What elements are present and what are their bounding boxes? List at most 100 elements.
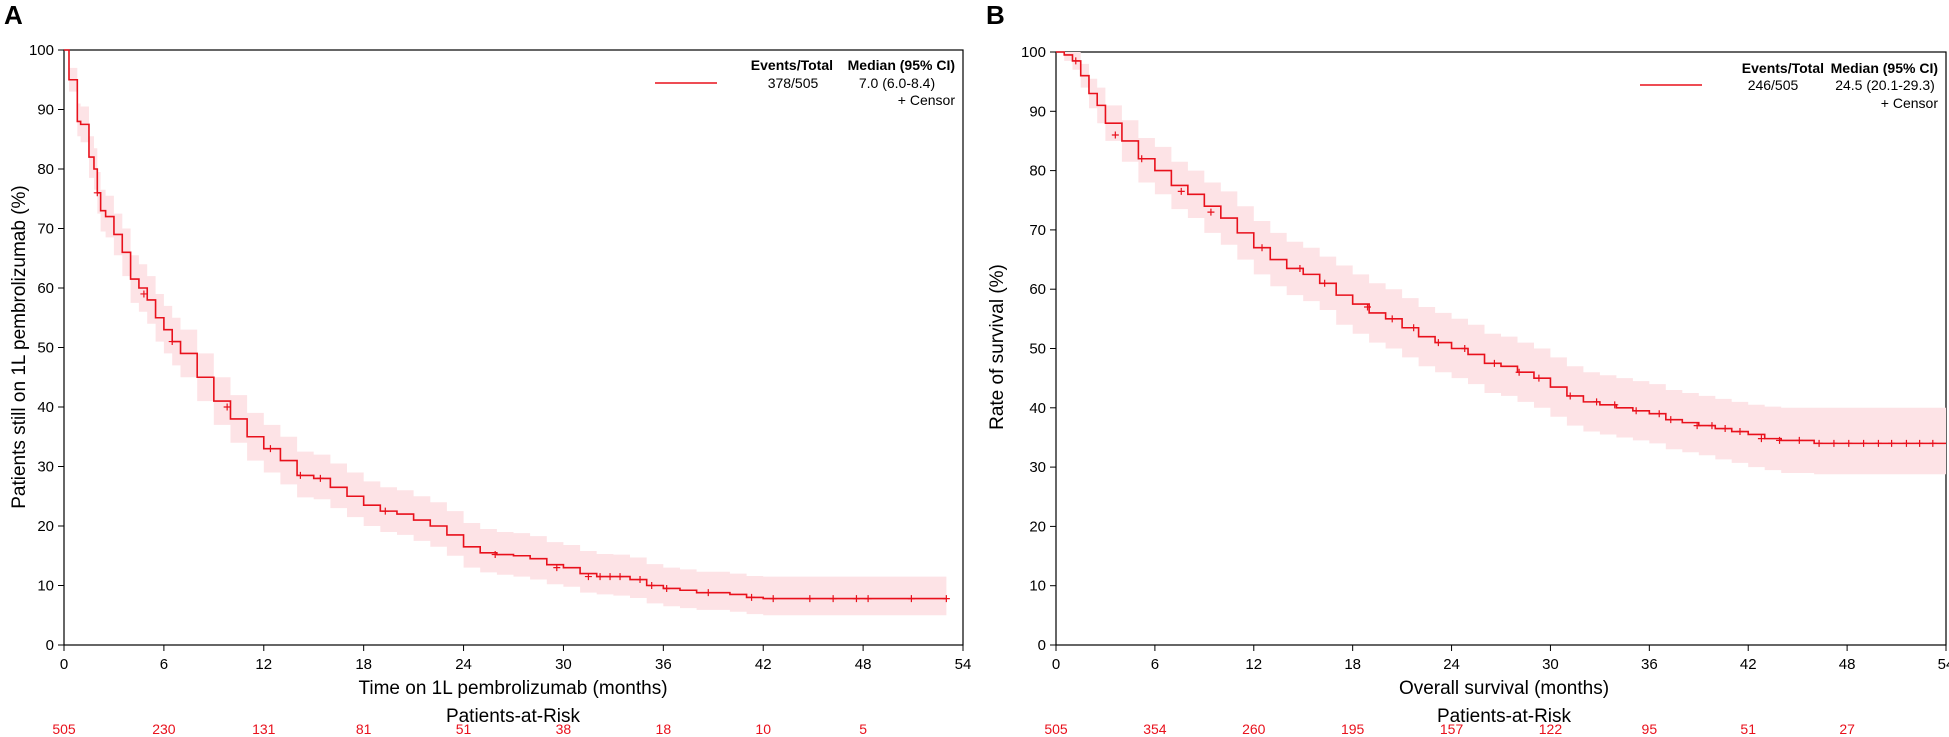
panel-a-legend-median: 7.0 (6.0-8.4) bbox=[859, 75, 935, 91]
panel-a-y-tick-label: 70 bbox=[37, 221, 54, 238]
panel-a-censor-mark bbox=[606, 573, 614, 581]
panel-b-ci-band bbox=[1056, 52, 1946, 475]
panel-b-ci-area bbox=[1056, 52, 1946, 475]
panel-b-censor-mark bbox=[1708, 422, 1716, 430]
panel-b-y-tick-label: 10 bbox=[1029, 578, 1046, 595]
panel-a-y-tick-label: 0 bbox=[46, 637, 54, 654]
panel-b-censor-mark bbox=[1874, 439, 1882, 447]
panel-b: B 0 10 20 30 40 50 60 70 80 90 100 0 6 12 18 24 30 36 42 4… bbox=[986, 0, 1949, 737]
panel-a-y-label: Patients still on 1L pembrolizumab (%) bbox=[9, 185, 30, 509]
panel-b-y-tick-label: 60 bbox=[1029, 281, 1046, 298]
panel-a-censor-mark bbox=[636, 576, 644, 584]
panel-b-censor-mark bbox=[1902, 439, 1910, 447]
panel-a-x-tick-label: 12 bbox=[255, 656, 272, 673]
panel-a-censor-mark bbox=[584, 573, 592, 581]
panel-a-risk-count: 5 bbox=[859, 721, 867, 737]
panel-b-risk-count: 195 bbox=[1341, 721, 1365, 737]
panel-a-censor-mark bbox=[616, 573, 624, 581]
panel-a-legend-col2-header: Median (95% CI) bbox=[848, 57, 955, 73]
panel-b-censor-mark bbox=[1296, 264, 1304, 272]
panel-b-y-label: Rate of survival (%) bbox=[987, 264, 1008, 430]
panel-a-x-tick-label: 30 bbox=[555, 656, 572, 673]
panel-b-y-tick-label: 70 bbox=[1029, 222, 1046, 239]
panel-a-censor-mark bbox=[663, 584, 671, 592]
panel-a-km-line bbox=[64, 49, 947, 600]
panel-b-censor-mark bbox=[1655, 410, 1663, 418]
panel-b-censor-mark bbox=[1515, 368, 1523, 376]
panel-a-y-tick-label: 60 bbox=[37, 280, 54, 297]
panel-b-y-tick-label: 100 bbox=[1021, 44, 1046, 61]
panel-b-y-tick-label: 50 bbox=[1029, 341, 1046, 358]
panel-a-x-label: Time on 1L pembrolizumab (months) bbox=[358, 678, 667, 699]
panel-a-y-tick-label: 50 bbox=[37, 340, 54, 357]
panel-b-y-axis: 0 10 20 30 40 50 60 70 80 90 100 bbox=[1021, 44, 1056, 654]
panel-b-censor-mark bbox=[1860, 439, 1868, 447]
panel-b-censor-mark bbox=[1667, 416, 1675, 424]
panel-b-x-tick-label: 42 bbox=[1740, 656, 1757, 673]
panel-b-censor-mark bbox=[1757, 435, 1765, 443]
panel-a-censor-mark bbox=[381, 507, 389, 515]
panel-a-legend-col1-header: Events/Total bbox=[751, 57, 833, 73]
panel-b-censor-mark bbox=[1611, 401, 1619, 409]
panel-a-censor-mark bbox=[296, 471, 304, 479]
panel-b-censor-mark bbox=[1364, 303, 1371, 311]
panel-a-x-tick-label: 42 bbox=[755, 656, 772, 673]
panel-a: A 0 10 20 30 40 50 60 70 80 90 100 0 6 12 18 24 30 36 42 4… bbox=[4, 0, 971, 737]
panel-b-x-axis: 0 6 12 18 24 30 36 42 48 54 bbox=[1052, 645, 1949, 673]
panel-b-risk-count: 260 bbox=[1242, 721, 1266, 737]
panel-b-censor-mark bbox=[1830, 439, 1838, 447]
panel-b-censor-mark bbox=[1111, 131, 1119, 139]
panel-b-censor-mark bbox=[1815, 439, 1823, 447]
panel-b-km-line bbox=[1056, 51, 1946, 445]
panel-a-risk-count: 131 bbox=[252, 721, 276, 737]
panel-a-x-tick-label: 48 bbox=[855, 656, 872, 673]
panel-b-legend-events: 246/505 bbox=[1748, 77, 1799, 93]
panel-b-x-tick-label: 36 bbox=[1641, 656, 1658, 673]
panel-a-y-tick-label: 30 bbox=[37, 459, 54, 476]
panel-b-risk-title: Patients-at-Risk bbox=[1437, 706, 1572, 727]
panel-a-x-tick-label: 6 bbox=[160, 656, 168, 673]
panel-b-risk-count: 51 bbox=[1740, 721, 1756, 737]
panel-a-risk-count: 230 bbox=[152, 721, 176, 737]
panel-a-censor-mark bbox=[806, 595, 814, 603]
panel-a-risk-count: 10 bbox=[755, 721, 771, 737]
panel-a-ci-area bbox=[64, 50, 947, 616]
panel-a-ci-band bbox=[64, 50, 947, 616]
panel-a-censor-mark bbox=[769, 595, 777, 603]
panel-b-censor-mark bbox=[1177, 187, 1185, 195]
panel-b-letter: B bbox=[986, 0, 1005, 30]
panel-a-risk-count: 51 bbox=[456, 721, 472, 737]
panel-a-risk-count: 81 bbox=[356, 721, 372, 737]
panel-b-survival-line bbox=[1056, 51, 1946, 445]
panel-b-censor-marks bbox=[1072, 57, 1937, 447]
panel-b-risk-count: 95 bbox=[1642, 721, 1658, 737]
panel-a-y-tick-label: 10 bbox=[37, 578, 54, 595]
panel-a-legend-events: 378/505 bbox=[768, 75, 819, 91]
panel-b-censor-mark bbox=[1721, 425, 1729, 433]
panel-a-censor-mark bbox=[491, 551, 499, 559]
panel-a-censor-mark bbox=[316, 474, 324, 482]
panel-b-risk-count: 354 bbox=[1143, 721, 1167, 737]
panel-b-censor-mark bbox=[1535, 374, 1543, 382]
panel-a-y-tick-label: 40 bbox=[37, 399, 54, 416]
panel-a-censor-mark bbox=[553, 564, 561, 572]
panel-a-risk-table: 505 230 131 81 51 38 18 10 5 bbox=[52, 721, 867, 737]
panel-a-x-tick-label: 18 bbox=[355, 656, 372, 673]
panel-b-legend-col2-header: Median (95% CI) bbox=[1831, 60, 1938, 76]
panel-b-x-tick-label: 48 bbox=[1839, 656, 1856, 673]
panel-b-censor-mark bbox=[1138, 155, 1146, 163]
panel-b-censor-mark bbox=[1566, 392, 1574, 400]
panel-b-censor-mark bbox=[1321, 279, 1329, 287]
panel-b-censor-mark bbox=[1593, 398, 1601, 406]
panel-b-x-tick-label: 24 bbox=[1443, 656, 1460, 673]
panel-b-censor-mark bbox=[1632, 407, 1640, 415]
panel-b-risk-count: 27 bbox=[1839, 721, 1855, 737]
panel-a-censor-mark bbox=[829, 595, 837, 603]
panel-a-censor-marks bbox=[93, 189, 950, 603]
panel-b-censor-mark bbox=[1736, 428, 1744, 436]
panel-a-x-tick-label: 54 bbox=[955, 656, 972, 673]
panel-a-y-axis: 0 10 20 30 40 50 60 70 80 90 100 bbox=[29, 42, 64, 654]
panel-a-censor-mark bbox=[140, 290, 148, 298]
panel-a-censor-mark bbox=[596, 573, 604, 581]
panel-b-censor-mark bbox=[1388, 315, 1396, 323]
